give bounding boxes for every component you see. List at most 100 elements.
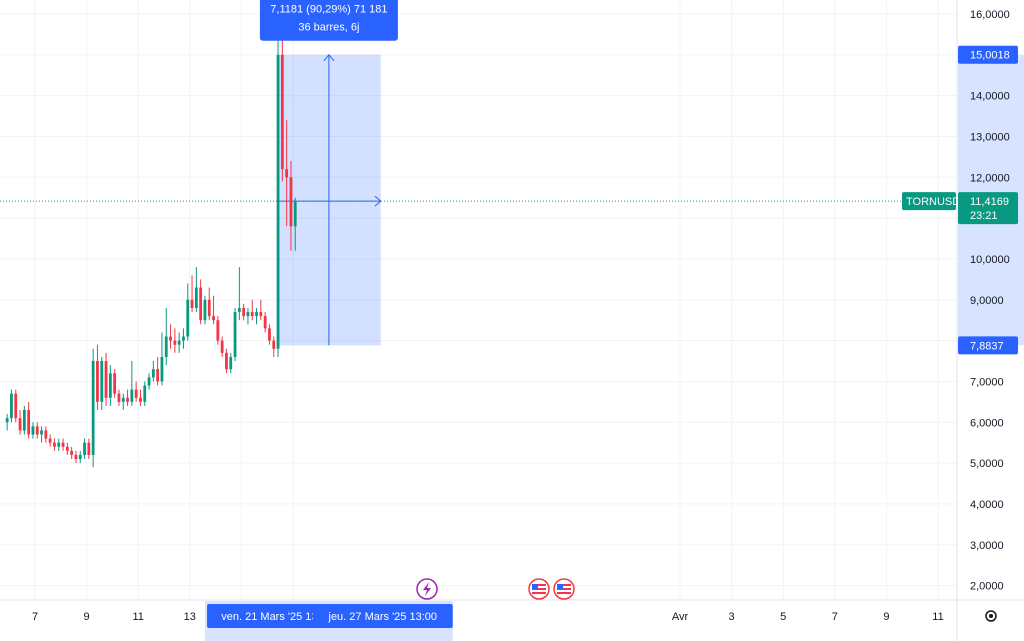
candle-body xyxy=(229,356,233,370)
candle-body xyxy=(250,312,254,317)
candle-body xyxy=(220,340,224,353)
candle-body xyxy=(130,389,134,402)
candle-body xyxy=(35,426,39,435)
price-tick-label: 14,0000 xyxy=(970,91,1010,103)
candle-body xyxy=(87,442,91,455)
candle-body xyxy=(27,410,31,435)
event-us-flag-icon[interactable] xyxy=(553,578,575,600)
candle-body xyxy=(134,389,138,398)
candlestick-series xyxy=(5,30,297,468)
price-tick-label: 5,0000 xyxy=(970,458,1004,470)
candle-body xyxy=(65,446,69,451)
candle-body xyxy=(61,442,65,447)
candle-body xyxy=(207,299,211,317)
candle-body xyxy=(255,312,258,317)
time-tick-label: 5 xyxy=(780,611,786,623)
price-tick-label: 13,0000 xyxy=(970,131,1010,143)
candle-body xyxy=(194,287,198,308)
candle-body xyxy=(186,299,190,337)
time-axis[interactable]: 7911131517Avr357911 xyxy=(32,611,944,623)
candle-body xyxy=(216,320,220,341)
candle-body xyxy=(70,450,74,455)
candle-body xyxy=(233,312,237,357)
symbol-tag: TORNUSD xyxy=(902,192,960,211)
price-tick-label: 4,0000 xyxy=(970,499,1004,511)
time-tick-label: 11 xyxy=(932,611,943,623)
candle-body xyxy=(104,361,108,398)
candle-body xyxy=(121,397,125,402)
time-tick-label: Avr xyxy=(672,611,689,623)
time-tick-label: 7 xyxy=(832,611,838,623)
candle-body xyxy=(31,426,35,435)
price-tick-label: 2,0000 xyxy=(970,581,1004,593)
candle-body xyxy=(169,336,172,341)
measure-arrow-head-up xyxy=(323,53,335,62)
candle-body xyxy=(40,430,43,435)
settings-gear-icon[interactable] xyxy=(985,610,997,622)
candle-body xyxy=(113,373,117,394)
time-tick-label: 9 xyxy=(883,611,889,623)
candle-body xyxy=(182,336,185,341)
price-tick-label: 6,0000 xyxy=(970,417,1004,429)
candle-body xyxy=(48,438,52,443)
last-price-tag: 11,4169 23:21 xyxy=(958,192,1018,225)
measure-high-label: 15,0018 xyxy=(970,50,1010,62)
candle-body xyxy=(160,356,164,382)
candle-body xyxy=(5,418,9,423)
candle-body xyxy=(203,299,207,321)
candle-body xyxy=(173,340,177,345)
event-lightning-icon[interactable] xyxy=(416,578,438,600)
candle-body xyxy=(96,361,99,402)
time-tick-label: 9 xyxy=(84,611,90,623)
candle-body xyxy=(246,312,250,317)
candle-body xyxy=(151,369,155,378)
symbol-label: TORNUSD xyxy=(906,196,960,208)
price-tick-label: 9,0000 xyxy=(970,295,1004,307)
time-tick-label: 3 xyxy=(729,611,735,623)
candle-body xyxy=(117,393,121,402)
candle-body xyxy=(237,307,241,313)
candle-body xyxy=(147,377,151,386)
candle-body xyxy=(285,169,289,178)
candle-body xyxy=(199,287,203,321)
candle-body xyxy=(78,454,82,460)
measure-tooltip-line2: 36 barres, 6j xyxy=(298,22,359,34)
candle-body xyxy=(289,177,293,227)
time-tick-label: 7 xyxy=(32,611,38,623)
measure-low-tag: 7,8837 xyxy=(958,336,1018,355)
last-price-label: 11,4169 xyxy=(970,196,1009,208)
time-tick-label: 11 xyxy=(132,611,143,623)
candle-body xyxy=(57,442,61,447)
price-tick-label: 16,0000 xyxy=(970,9,1010,21)
price-tick-label: 3,0000 xyxy=(970,540,1004,552)
measure-tooltip-line1: 7,1181 (90,29%) 71 181 xyxy=(270,4,387,16)
candle-body xyxy=(108,373,112,398)
price-tick-label: 10,0000 xyxy=(970,254,1010,266)
candle-body xyxy=(139,397,142,402)
measure-start-date-label: ven. 21 Mars '25 13:00 xyxy=(221,611,333,623)
candle-body xyxy=(242,307,246,317)
event-us-flag-icon[interactable] xyxy=(528,578,550,600)
candle-body xyxy=(100,361,104,402)
measure-end-date: jeu. 27 Mars '25 13:00 xyxy=(312,604,453,628)
candle-body xyxy=(276,54,280,349)
candle-body xyxy=(74,454,78,460)
candle-body xyxy=(212,316,215,321)
candle-body xyxy=(259,312,263,317)
candle-body xyxy=(126,397,129,402)
candle-body xyxy=(293,201,297,227)
candle-body xyxy=(156,369,160,382)
candle-body xyxy=(177,340,181,345)
candle-body xyxy=(280,54,284,170)
measure-start-date: ven. 21 Mars '25 13:00 xyxy=(207,604,348,628)
measure-high-tag: 15,0018 xyxy=(958,45,1018,64)
candle-body xyxy=(164,336,168,357)
candle-body xyxy=(268,328,271,341)
candle-body xyxy=(10,393,13,419)
candle-body xyxy=(91,361,95,455)
candle-body xyxy=(143,385,147,402)
measure-arrow-head-right xyxy=(374,195,382,207)
candle-body xyxy=(53,442,56,447)
time-tick-label: 13 xyxy=(184,611,196,623)
